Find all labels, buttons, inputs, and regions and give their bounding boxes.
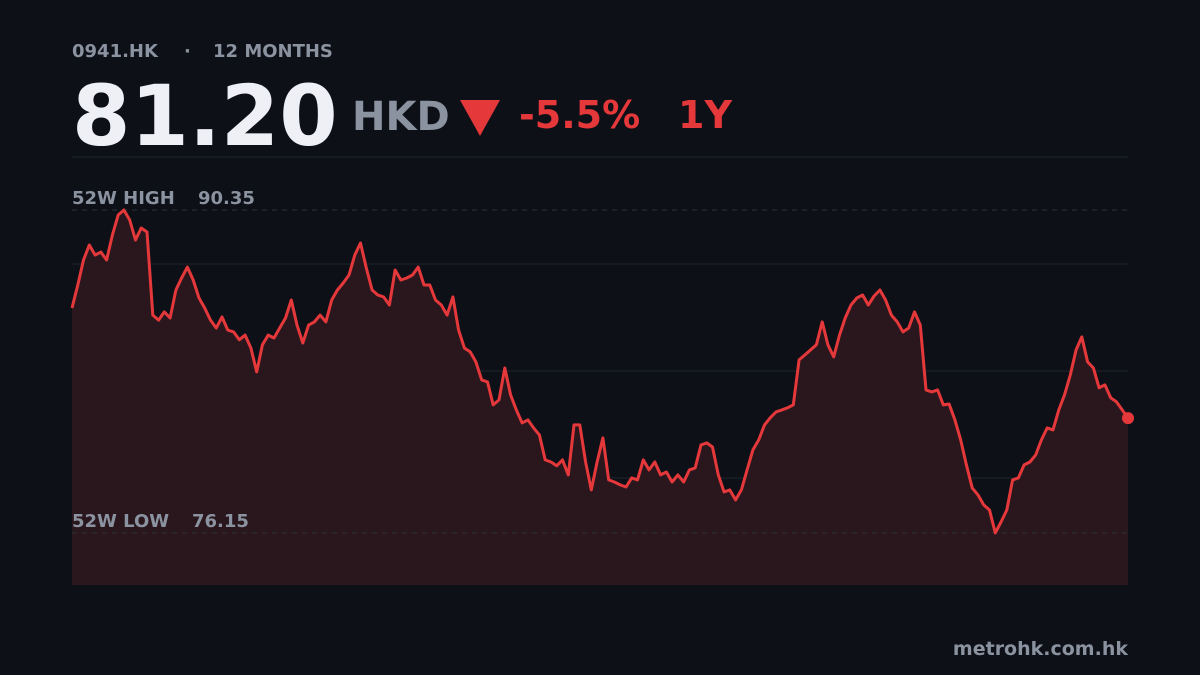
- source: metrohk.com.hk: [953, 638, 1128, 660]
- area: [72, 210, 1128, 585]
- last-point: [1122, 412, 1134, 425]
- low-label: 52W LOW: [72, 511, 169, 532]
- price: 81.20: [72, 67, 338, 165]
- period: 12 MONTHS: [213, 41, 333, 62]
- price-line: [70, 208, 1130, 535]
- low-value: 76.15: [192, 511, 249, 532]
- separator: ·: [184, 41, 191, 62]
- currency: HKD: [352, 94, 450, 140]
- down-arrow: [460, 100, 500, 136]
- high-value: 90.35: [198, 188, 255, 209]
- range: 1Y: [678, 93, 732, 137]
- high-label: 52W HIGH: [72, 188, 175, 209]
- ticker: 0941.HK: [72, 41, 159, 62]
- change: -5.5%: [519, 93, 640, 137]
